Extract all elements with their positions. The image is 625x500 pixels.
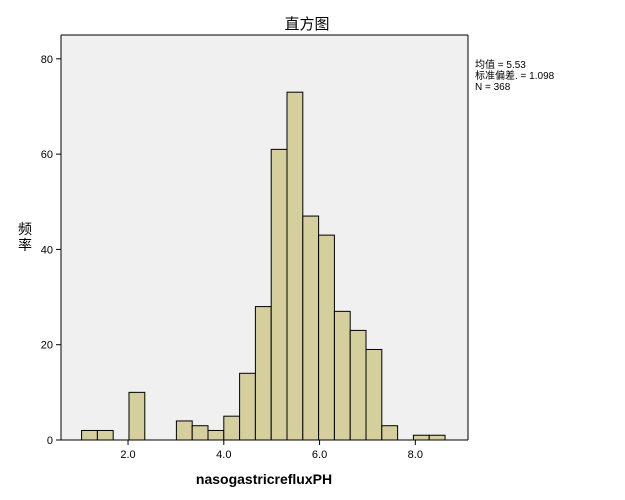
histogram-bar-10 (270, 148, 288, 441)
histogram-bar-1 (81, 429, 98, 441)
stat-mean: 均值 = 5.53 (475, 58, 526, 71)
histogram-bar-7 (223, 415, 241, 441)
stat-n: N = 368 (475, 82, 511, 93)
histogram-bar-6 (207, 429, 225, 441)
histogram-bar-2 (96, 429, 114, 441)
histogram-bar-18 (412, 434, 430, 441)
y-tick-label: 80 (41, 54, 53, 66)
histogram-bar-14 (333, 310, 351, 441)
histogram-bar-16 (365, 348, 383, 441)
histogram-bar-12 (302, 215, 320, 441)
y-tick-label: 20 (41, 340, 53, 352)
x-tick-label: 8.0 (408, 449, 423, 461)
histogram-bar-5 (191, 425, 209, 441)
x-tick-label: 4.0 (216, 449, 231, 461)
x-axis-label: nasogastricrefluxPH (196, 471, 332, 487)
histogram-bar-11 (286, 91, 304, 441)
y-axis-ticks: 0 20 40 60 80 (41, 54, 61, 447)
x-axis-ticks: 2.0 4.0 6.0 8.0 (120, 440, 423, 461)
histogram-bar-8 (239, 372, 256, 441)
histogram-bar-17 (381, 425, 399, 441)
y-tick-label: 40 (41, 244, 53, 256)
histogram-bar-15 (349, 329, 367, 441)
chart-title: 直方图 (284, 15, 329, 33)
y-axis-label-char-2: 率 (18, 237, 32, 254)
y-tick-label: 60 (41, 149, 53, 161)
x-tick-label: 6.0 (312, 449, 327, 461)
histogram-bar-3 (128, 391, 146, 441)
histogram-bar-9 (254, 306, 272, 441)
histogram-bar-4 (175, 420, 193, 441)
histogram-bar-19 (428, 434, 446, 441)
stat-std-dev: 标准偏差. = 1.098 (475, 69, 555, 82)
y-axis-label-char-1: 频 (18, 222, 32, 238)
y-tick-label: 0 (47, 435, 53, 447)
histogram-bar-13 (318, 234, 335, 441)
x-tick-label: 2.0 (120, 449, 135, 461)
